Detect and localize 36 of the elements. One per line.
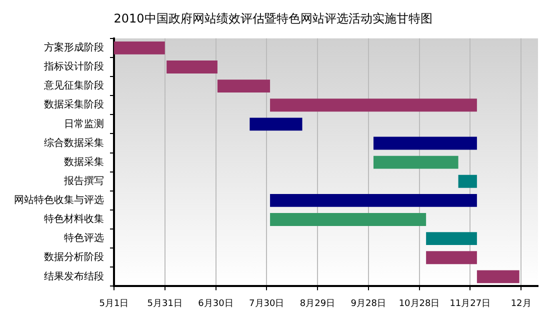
x-tick-label: 7月30日 [249,298,284,309]
y-tick-label: 数据采集阶段 [44,98,104,111]
y-tick-label: 意见征集阶段 [43,80,104,92]
bar [114,41,165,54]
bar [476,270,520,284]
y-tick-label: 数据采集 [64,156,104,168]
y-tick-label: 日常监测 [64,118,104,130]
y-tick-label: 报告撰写 [63,174,104,187]
x-tick-label: 5月31日 [147,298,182,309]
bar [373,136,477,150]
y-tick-label: 网站特色收集与评选 [14,194,104,206]
x-tick-label: 12月 [510,298,532,309]
y-tick-label: 综合数据采集 [44,136,104,149]
y-tick-label: 数据分析阶段 [44,251,104,264]
y-tick-label: 指标设计阶段 [43,60,104,73]
bar [270,213,426,226]
x-tick-label: 9月28日 [350,298,386,309]
bar [426,251,477,264]
x-tick-label: 8月29日 [300,298,336,309]
bar [270,98,477,112]
y-tick-label: 特色材料收集 [44,213,104,226]
y-tick-label: 特色评选 [64,232,104,244]
bar [217,80,270,93]
x-tick-label: 5月1日 [99,298,129,309]
x-tick-label: 10月28日 [398,298,440,309]
bar [270,194,477,207]
chart-title: 2010中国政府网站绩效评估暨特色网站评选活动实施甘特图 [114,11,432,26]
bar [166,60,218,74]
y-tick-label: 结果发布结段 [44,270,104,282]
x-tick-label: 6月30日 [198,298,234,309]
x-tick-label: 11月27日 [450,298,491,309]
y-tick-label: 方案形成阶段 [44,42,104,54]
bar [426,232,477,246]
bar [250,118,302,131]
bar [373,156,458,169]
bar [458,174,477,188]
